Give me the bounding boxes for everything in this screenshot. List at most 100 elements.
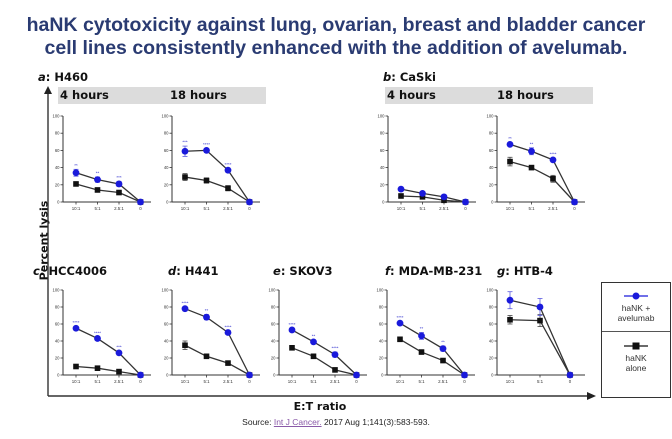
data-point-alone	[289, 345, 295, 351]
data-point-alone	[398, 193, 404, 199]
data-point-avelumab	[439, 345, 447, 353]
data-point-alone	[116, 368, 122, 375]
data-point-avelumab	[331, 351, 339, 358]
band-label-4h: 4 hours	[387, 88, 436, 102]
band-label-18h: 18 hours	[497, 88, 554, 102]
significance-label: ****	[181, 301, 188, 306]
y-tick-label: 0	[166, 200, 169, 205]
x-tick-label: 10:1	[72, 379, 81, 384]
data-point-avelumab	[571, 198, 578, 206]
x-tick-label: 5:1	[203, 206, 210, 211]
y-tick-label: 100	[53, 114, 61, 119]
data-point-avelumab	[418, 332, 425, 340]
data-point-avelumab	[137, 371, 144, 379]
panel-name: H460	[54, 70, 89, 84]
x-tick-label: 5:1	[418, 379, 425, 384]
data-point-avelumab	[396, 319, 404, 327]
y-tick-label: 80	[55, 305, 60, 310]
significance-label: ****	[396, 315, 403, 320]
journal-link[interactable]: Int J Cancer.	[273, 417, 322, 427]
panel-letter: e	[273, 264, 281, 278]
x-tick-label: 2.5:1	[439, 206, 449, 211]
time-band-h460: 4 hours 18 hours	[58, 87, 266, 104]
panel-2: 0 20 40 60 80 100 10:1 5:1 2.5:1 0	[378, 114, 476, 211]
series-line-avelumab	[400, 188, 466, 203]
x-tick-label: 0	[464, 206, 467, 211]
y-tick-label: 100	[377, 288, 385, 293]
data-point-avelumab	[115, 349, 123, 357]
panel-name: SKOV3	[289, 264, 333, 278]
series-line-alone	[184, 176, 250, 203]
data-point-avelumab	[94, 335, 101, 342]
y-tick-label: 20	[55, 356, 60, 361]
y-tick-label: 100	[487, 114, 495, 119]
series-line-alone	[509, 160, 575, 203]
panel-letter: b	[383, 70, 392, 84]
significance-label: ****	[331, 346, 338, 351]
y-tick-label: 80	[380, 131, 385, 136]
y-tick-label: 40	[489, 165, 494, 170]
title-line-2: cell lines consistently enhanced with th…	[44, 37, 628, 59]
data-point-alone	[73, 363, 79, 370]
y-tick-label: 80	[164, 131, 169, 136]
y-tick-label: 60	[379, 322, 384, 327]
panel-name: HCC4006	[48, 264, 107, 278]
x-tick-label: 2.5:1	[223, 379, 233, 384]
x-arrow-head-icon	[587, 392, 596, 400]
y-tick-label: 80	[489, 131, 494, 136]
data-point-avelumab	[181, 147, 189, 155]
series-line-avelumab	[291, 329, 357, 376]
significance-label: **	[205, 308, 209, 313]
data-point-alone	[528, 164, 535, 171]
x-tick-label: 5:1	[203, 379, 210, 384]
data-point-avelumab	[224, 329, 232, 336]
data-point-alone	[537, 317, 543, 324]
band-label-4h: 4 hours	[60, 88, 109, 102]
significance-label: ****	[224, 162, 231, 167]
x-tick-label: 10:1	[396, 379, 405, 384]
x-tick-label: 10:1	[181, 206, 190, 211]
x-tick-label: 2.5:1	[223, 206, 233, 211]
data-point-avelumab	[461, 371, 468, 379]
y-tick-label: 60	[55, 322, 60, 327]
y-tick-label: 60	[489, 148, 494, 153]
y-tick-label: 60	[164, 148, 169, 153]
data-point-avelumab	[94, 176, 101, 184]
legend-label-alone-2: alone	[625, 363, 647, 373]
y-tick-label: 80	[55, 131, 60, 136]
significance-label: ***	[182, 140, 188, 145]
significance-label: **	[74, 163, 78, 168]
x-tick-label: 0	[573, 206, 576, 211]
panel-name: HTB-4	[513, 264, 553, 278]
series-line-alone	[291, 347, 357, 376]
x-tick-label: 2.5:1	[114, 206, 124, 211]
x-tick-label: 0	[139, 206, 142, 211]
panel-name: CaSki	[399, 70, 436, 84]
series-line-avelumab	[75, 172, 141, 203]
x-tick-label: 5:1	[94, 206, 101, 211]
series-line-alone	[509, 319, 571, 376]
y-tick-label: 20	[379, 356, 384, 361]
y-arrow-head-icon	[44, 86, 52, 94]
significance-label: ****	[203, 142, 210, 147]
data-point-avelumab	[224, 166, 232, 174]
y-tick-label: 40	[164, 165, 169, 170]
y-tick-label: 20	[271, 356, 276, 361]
y-tick-label: 100	[378, 114, 386, 119]
black-square-marker-icon	[624, 342, 648, 350]
y-tick-label: 60	[164, 322, 169, 327]
y-tick-label: 100	[162, 288, 170, 293]
y-tick-label: 20	[164, 182, 169, 187]
significance-label: ****	[549, 152, 556, 157]
y-tick-label: 60	[489, 322, 494, 327]
y-tick-label: 40	[271, 339, 276, 344]
significance-label: **	[441, 340, 445, 345]
y-tick-label: 60	[55, 148, 60, 153]
data-point-avelumab	[115, 180, 123, 188]
